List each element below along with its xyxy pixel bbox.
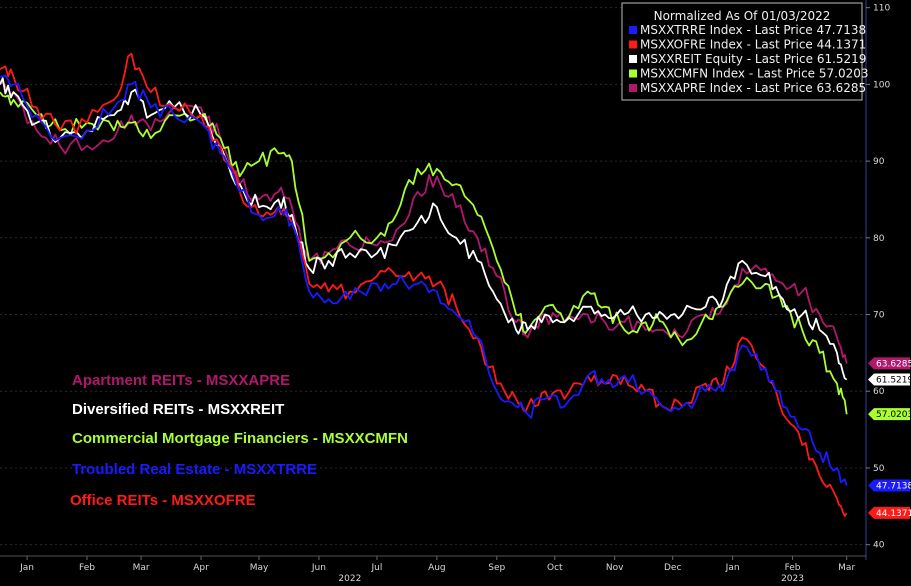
x-tick-label: Apr bbox=[193, 563, 209, 573]
x-tick-label: Sep bbox=[488, 563, 505, 573]
legend-swatch bbox=[629, 26, 637, 34]
x-tick-label: Aug bbox=[428, 563, 446, 573]
y-tick-label: 80 bbox=[873, 234, 885, 244]
annotation-label: Commercial Mortgage Financiers - MSXXCMF… bbox=[72, 430, 408, 447]
y-tick-label: 50 bbox=[873, 464, 885, 474]
x-year-label: 2022 bbox=[338, 574, 361, 584]
last-price-tag-label: 44.1371 bbox=[876, 509, 911, 519]
y-tick-label: 60 bbox=[873, 387, 885, 397]
x-axis-ticks: Jan Feb Mar Apr May Jun Jul Aug Sep Oct Nov Dec Jan F… bbox=[19, 556, 855, 584]
x-tick-label: Jun bbox=[311, 563, 326, 573]
y-tick-label: 40 bbox=[873, 541, 885, 551]
legend-entry: MSXXCMFN Index - Last Price 57.0203 bbox=[640, 67, 868, 81]
y-axis-ticks: 40 50 60 70 80 90 100 110 bbox=[866, 4, 890, 551]
series-line-msxxreit bbox=[0, 77, 848, 381]
legend-title: Normalized As Of 01/03/2022 bbox=[654, 9, 831, 23]
annotations: Apartment REITs - MSXXAPRE Diversified RE… bbox=[70, 372, 408, 509]
x-tick-label: Jan bbox=[19, 563, 34, 573]
last-price-tag-label: 47.7138 bbox=[876, 481, 911, 491]
y-tick-label: 100 bbox=[873, 80, 890, 90]
last-price-tag-label: 57.0203 bbox=[876, 410, 911, 420]
legend-swatch bbox=[629, 40, 637, 49]
legend-entry: MSXXAPRE Index - Last Price 63.6285 bbox=[640, 81, 866, 95]
x-tick-label: Oct bbox=[547, 563, 563, 573]
x-tick-label: Feb bbox=[79, 563, 95, 573]
y-tick-label: 110 bbox=[873, 4, 890, 14]
x-tick-label: Dec bbox=[664, 563, 681, 573]
last-price-tag-box bbox=[868, 357, 910, 370]
series-line-msxxapre bbox=[0, 81, 848, 364]
series-layer bbox=[0, 52, 848, 517]
x-tick-label: Jul bbox=[371, 563, 383, 573]
x-tick-label: Mar bbox=[133, 563, 150, 573]
legend-entry: MSXXTRRE Index - Last Price 47.7138 bbox=[640, 23, 866, 37]
last-price-tag-box bbox=[868, 373, 910, 386]
last-price-tag-label: 63.6285 bbox=[876, 359, 911, 369]
last-price-tags: 63.6285 61.5219 57.0203 47.7138 44.1371 bbox=[868, 357, 911, 519]
annotation-label: Troubled Real Estate - MSXXTRRE bbox=[72, 461, 317, 478]
x-tick-label: Mar bbox=[838, 563, 855, 573]
x-tick-label: Feb bbox=[785, 563, 801, 573]
x-tick-label: Nov bbox=[606, 563, 624, 573]
series-line-msxxtrre bbox=[0, 74, 848, 486]
last-price-tag: 44.1371 bbox=[868, 506, 911, 519]
legend-entry: MSXXOFRE Index - Last Price 44.1371 bbox=[640, 38, 866, 52]
legend-entry: MSXXREIT Equity - Last Price 61.5219 bbox=[640, 52, 866, 66]
annotation-label: Office REITs - MSXXOFRE bbox=[70, 492, 256, 509]
annotation-label: Diversified REITs - MSXXREIT bbox=[72, 401, 284, 418]
last-price-tag-box bbox=[868, 479, 910, 492]
x-tick-label: May bbox=[250, 563, 269, 573]
x-year-label: 2023 bbox=[781, 574, 804, 584]
x-tick-label: Jan bbox=[725, 563, 740, 573]
legend-swatch bbox=[629, 84, 637, 92]
last-price-tag: 47.7138 bbox=[868, 479, 911, 492]
y-tick-label: 90 bbox=[873, 157, 885, 167]
y-tick-label: 70 bbox=[873, 311, 885, 321]
last-price-tag: 57.0203 bbox=[868, 408, 911, 421]
last-price-tag: 63.6285 bbox=[868, 357, 911, 370]
last-price-tag-box bbox=[868, 408, 910, 421]
annotation-label: Apartment REITs - MSXXAPRE bbox=[72, 372, 290, 389]
last-price-tag-label: 61.5219 bbox=[876, 376, 911, 386]
legend-swatch bbox=[629, 69, 637, 78]
last-price-tag-box bbox=[868, 506, 910, 519]
legend-box bbox=[621, 2, 863, 101]
last-price-tag: 61.5219 bbox=[868, 373, 911, 386]
legend-swatch bbox=[629, 55, 637, 63]
